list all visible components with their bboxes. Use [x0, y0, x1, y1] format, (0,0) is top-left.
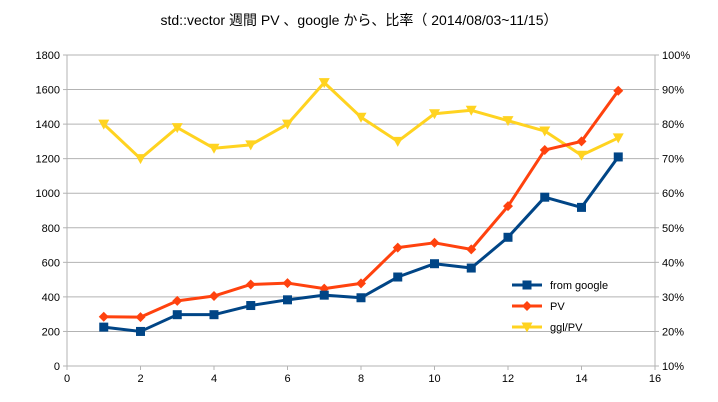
x-tick-label: 10 [428, 373, 440, 385]
legend-marker [522, 280, 532, 290]
data-point [282, 119, 293, 130]
data-point [246, 301, 256, 311]
y-tick-label: 0 [54, 361, 60, 373]
legend-marker [522, 301, 532, 311]
legend-label: PV [550, 301, 565, 313]
data-point [208, 143, 220, 154]
data-point [576, 150, 587, 161]
data-point [393, 272, 403, 282]
y2-tick-label: 70% [662, 154, 684, 166]
x-tick-label: 6 [284, 373, 290, 385]
data-point [539, 145, 550, 156]
legend-item: PV [512, 301, 565, 313]
y-tick-label: 600 [42, 257, 60, 269]
data-point [282, 278, 293, 289]
y2-tick-label: 80% [662, 119, 684, 131]
legend-marker [521, 322, 533, 333]
y2-tick-label: 30% [662, 292, 684, 304]
data-point [356, 293, 366, 303]
data-point [612, 133, 624, 144]
data-point [430, 259, 439, 269]
data-point [356, 278, 366, 289]
data-point [245, 140, 257, 151]
data-point [318, 78, 330, 89]
series-from-google [99, 152, 623, 336]
data-point [613, 85, 624, 96]
y2-tick-label: 90% [662, 85, 684, 97]
legend-label: ggl/PV [550, 322, 583, 334]
data-point [171, 123, 183, 134]
x-tick-label: 4 [211, 373, 217, 385]
data-point [98, 311, 109, 322]
axes: 0 200 400 600 800 1000 1200 1400 1600 1800 10% 20% 3… [36, 50, 691, 385]
data-point [539, 126, 551, 137]
y2-tick-label: 60% [662, 188, 684, 200]
y2-tick-label: 20% [662, 326, 684, 338]
data-point [465, 105, 477, 116]
data-point [466, 263, 476, 273]
data-point [245, 279, 256, 290]
data-point [319, 290, 329, 300]
data-point [135, 312, 146, 323]
y2-tick-label: 40% [662, 257, 684, 269]
data-point [209, 310, 219, 320]
legend: from google PV ggl/PV [512, 280, 608, 334]
legend-item: ggl/PV [512, 322, 583, 334]
y-tick-label: 1600 [36, 85, 60, 97]
data-point [392, 136, 404, 147]
data-point [503, 232, 513, 242]
data-point [392, 242, 403, 253]
series-ggl-pv [98, 78, 624, 165]
data-point [355, 112, 367, 123]
data-point [502, 116, 514, 127]
x-tick-label: 16 [649, 373, 661, 385]
y-tick-label: 1200 [36, 154, 60, 166]
data-point [576, 136, 587, 147]
x-tick-label: 2 [137, 373, 143, 385]
legend-item: from google [512, 280, 608, 292]
data-point [98, 119, 110, 130]
legend-label: from google [550, 280, 608, 292]
data-point [172, 295, 183, 306]
data-point [577, 202, 586, 212]
chart-title: std::vector 週間 PV 、google から、比率（ 2014/08… [161, 12, 558, 28]
y-tick-label: 200 [42, 326, 60, 338]
data-point [429, 109, 440, 120]
y-tick-label: 1000 [36, 188, 60, 200]
data-point [172, 310, 182, 320]
y2-tick-label: 100% [662, 50, 690, 62]
grid [67, 54, 655, 367]
data-point [135, 154, 146, 165]
x-tick-label: 14 [575, 373, 587, 385]
y-tick-label: 1400 [36, 119, 60, 131]
y-tick-label: 400 [42, 292, 60, 304]
data-point [466, 244, 477, 255]
data-point [99, 322, 109, 332]
x-tick-label: 8 [358, 373, 364, 385]
series-pv [98, 85, 624, 323]
x-tick-label: 12 [502, 373, 514, 385]
data-point [613, 152, 623, 162]
y2-tick-label: 50% [662, 223, 684, 235]
y2-tick-label: 10% [662, 361, 684, 373]
y-tick-label: 800 [42, 223, 60, 235]
data-point [503, 201, 513, 212]
data-point [136, 326, 145, 336]
y-tick-label: 1800 [36, 50, 60, 62]
x-tick-label: 0 [64, 373, 70, 385]
plot-area [66, 54, 656, 367]
series [98, 78, 624, 336]
data-point [209, 291, 219, 302]
data-point [429, 237, 440, 248]
data-point [540, 192, 550, 202]
data-point [283, 295, 292, 305]
